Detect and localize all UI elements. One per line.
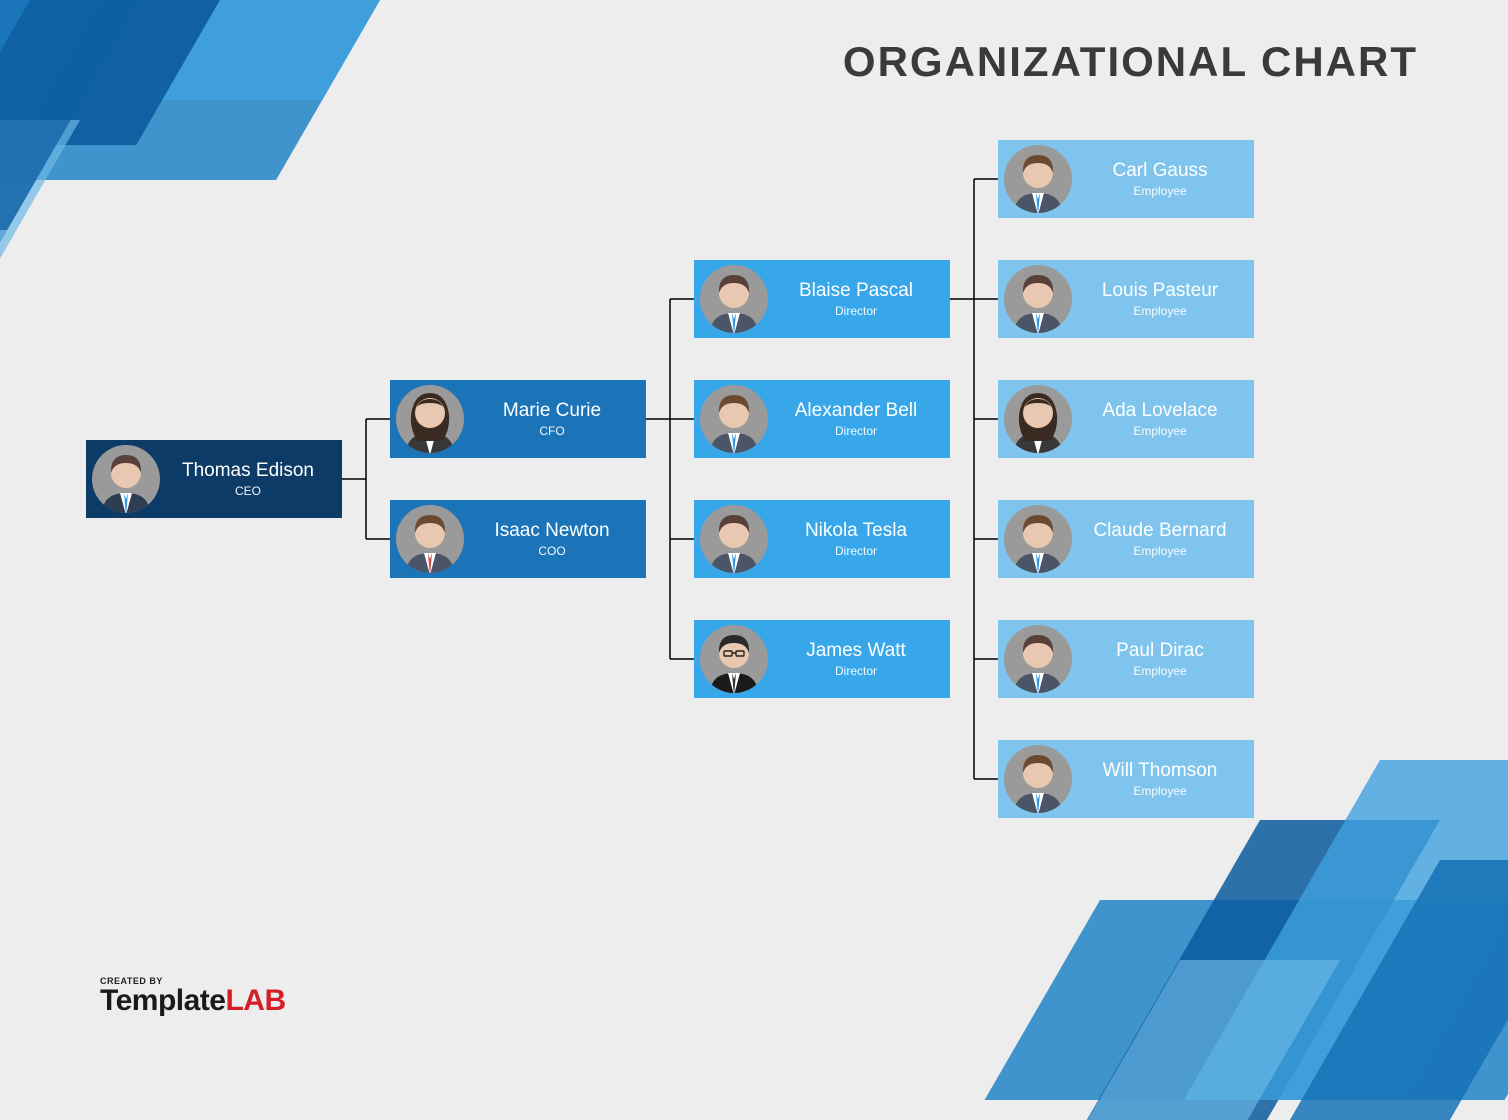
avatar-icon xyxy=(1004,505,1072,573)
card-name: Blaise Pascal xyxy=(778,280,934,302)
card-name: Thomas Edison xyxy=(170,460,326,482)
card-name: Nikola Tesla xyxy=(778,520,934,542)
avatar-icon xyxy=(1004,265,1072,333)
org-card-e3: Ada Lovelace Employee xyxy=(998,380,1254,458)
card-name: Louis Pasteur xyxy=(1082,280,1238,302)
card-role: Director xyxy=(778,424,934,438)
card-role: Employee xyxy=(1082,544,1238,558)
org-card-d2: Alexander Bell Director xyxy=(694,380,950,458)
card-role: COO xyxy=(474,544,630,558)
avatar-icon xyxy=(396,385,464,453)
card-role: Director xyxy=(778,664,934,678)
card-role: Director xyxy=(778,304,934,318)
card-role: Employee xyxy=(1082,424,1238,438)
card-name: James Watt xyxy=(778,640,934,662)
org-card-e6: Will Thomson Employee xyxy=(998,740,1254,818)
card-role: Director xyxy=(778,544,934,558)
card-name: Carl Gauss xyxy=(1082,160,1238,182)
card-role: Employee xyxy=(1082,184,1238,198)
card-name: Ada Lovelace xyxy=(1082,400,1238,422)
avatar-icon xyxy=(700,265,768,333)
card-name: Claude Bernard xyxy=(1082,520,1238,542)
org-card-e1: Carl Gauss Employee xyxy=(998,140,1254,218)
org-card-ceo: Thomas Edison CEO xyxy=(86,440,342,518)
org-card-d1: Blaise Pascal Director xyxy=(694,260,950,338)
logo-brand-b: LAB xyxy=(225,984,285,1017)
avatar-icon xyxy=(1004,145,1072,213)
card-name: Alexander Bell xyxy=(778,400,934,422)
avatar-icon xyxy=(700,505,768,573)
card-name: Will Thomson xyxy=(1082,760,1238,782)
card-name: Isaac Newton xyxy=(474,520,630,542)
card-name: Marie Curie xyxy=(474,400,630,422)
card-role: Employee xyxy=(1082,664,1238,678)
avatar-icon xyxy=(1004,625,1072,693)
card-role: CFO xyxy=(474,424,630,438)
org-card-d3: Nikola Tesla Director xyxy=(694,500,950,578)
avatar-icon xyxy=(1004,385,1072,453)
logo-brand-a: Template xyxy=(100,984,225,1017)
card-role: Employee xyxy=(1082,304,1238,318)
org-card-e2: Louis Pasteur Employee xyxy=(998,260,1254,338)
card-name: Paul Dirac xyxy=(1082,640,1238,662)
org-card-coo: Isaac Newton COO xyxy=(390,500,646,578)
avatar-icon xyxy=(92,445,160,513)
org-card-cfo: Marie Curie CFO xyxy=(390,380,646,458)
org-chart: Thomas Edison CEO Marie Curie CFO Isaac … xyxy=(0,0,1508,1066)
avatar-icon xyxy=(396,505,464,573)
org-card-e4: Claude Bernard Employee xyxy=(998,500,1254,578)
org-card-e5: Paul Dirac Employee xyxy=(998,620,1254,698)
avatar-icon xyxy=(700,625,768,693)
card-role: CEO xyxy=(170,484,326,498)
brand-logo: CREATED BY TemplateLAB xyxy=(100,976,286,1018)
card-role: Employee xyxy=(1082,784,1238,798)
avatar-icon xyxy=(700,385,768,453)
org-card-d4: James Watt Director xyxy=(694,620,950,698)
avatar-icon xyxy=(1004,745,1072,813)
